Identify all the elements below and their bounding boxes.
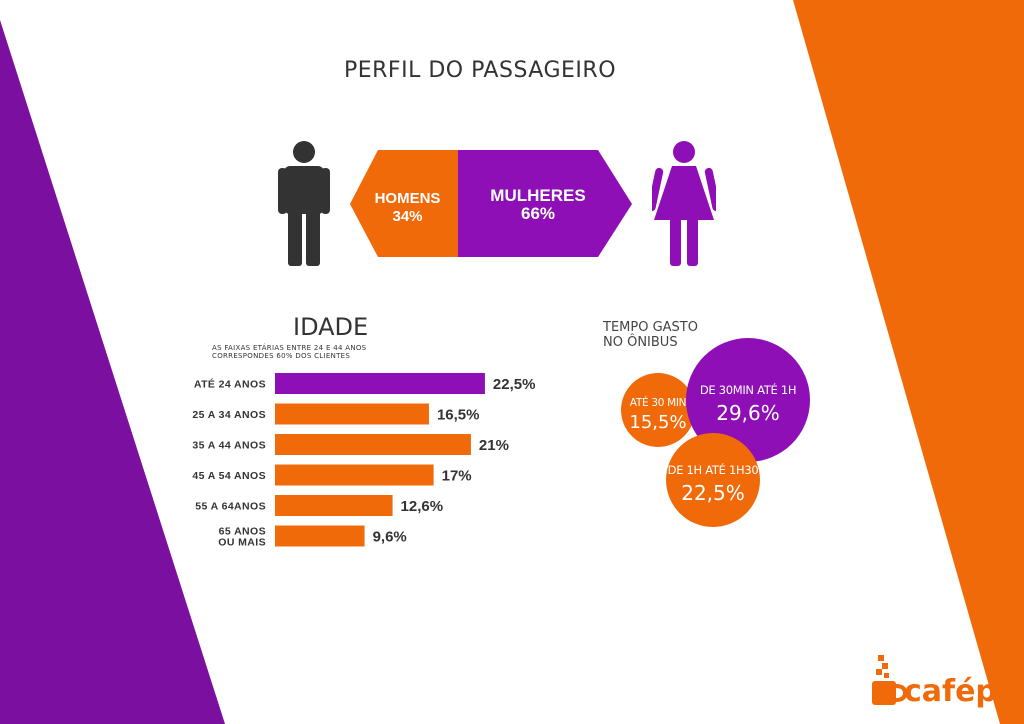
bubble <box>666 433 760 527</box>
cafepix-logo-icon: cafépix <box>872 655 1020 709</box>
mulheres-segment <box>458 150 632 257</box>
bar <box>275 495 393 516</box>
tempo-bubble-chart: ATÉ 30 MIN 15,5% DE 30MIN ATÉ 1H 29,6% DE 1H… <box>621 338 810 527</box>
value-label: 22,5% <box>493 376 536 393</box>
bar <box>275 464 434 486</box>
bubble <box>686 338 810 462</box>
logo-text: cafépix <box>904 674 1020 709</box>
idade-bar-chart: ATÉ 24 ANOS 22,5% 25 A 34 ANOS 16,5% 35 A 44… <box>192 373 536 549</box>
idade-title: IDADE <box>293 313 369 341</box>
mulheres-label: MULHERES 66% <box>490 186 586 223</box>
bubble-label: ATÉ 30 MIN <box>630 396 686 409</box>
idade-note: AS FAIXAS ETÁRIAS ENTRE 24 E 44 ANOS COR… <box>212 344 367 360</box>
gender-arrow <box>350 150 632 257</box>
value-label: 12,6% <box>401 498 444 515</box>
man-icon <box>278 141 330 266</box>
value-label: 9,6% <box>373 529 407 546</box>
bubble-value: 15,5% <box>629 412 686 433</box>
bar <box>275 434 471 455</box>
tempo-title: TEMPO GASTO NO ÔNIBUS <box>603 320 698 350</box>
value-label: 17% <box>442 468 472 485</box>
value-label: 16,5% <box>437 407 480 424</box>
bubble-value: 29,6% <box>716 401 780 425</box>
homens-segment <box>350 150 458 257</box>
bar <box>275 403 429 425</box>
orange-stripe <box>793 0 1024 724</box>
purple-stripe <box>0 20 225 724</box>
bubble <box>621 373 695 447</box>
homens-label: HOMENS 34% <box>374 190 441 225</box>
bar <box>275 373 485 394</box>
category-label: ATÉ 24 ANOS <box>194 378 266 391</box>
page-title: PERFIL DO PASSAGEIRO <box>343 58 617 83</box>
category-label: 25 A 34 ANOS <box>192 409 266 421</box>
bubble-value: 22,5% <box>681 481 745 505</box>
category-label: 65 ANOS <box>219 526 266 538</box>
bubble-label: DE 1H ATÉ 1H30 <box>668 462 759 477</box>
value-label: 21% <box>479 437 509 454</box>
bar <box>275 525 365 547</box>
category-label: OU MAIS <box>218 537 266 549</box>
category-label: 55 A 64ANOS <box>195 501 266 513</box>
category-label: 45 A 54 ANOS <box>192 470 266 482</box>
category-label: 35 A 44 ANOS <box>192 440 266 452</box>
bubble-label: DE 30MIN ATÉ 1H <box>700 382 796 397</box>
woman-icon <box>652 141 716 266</box>
